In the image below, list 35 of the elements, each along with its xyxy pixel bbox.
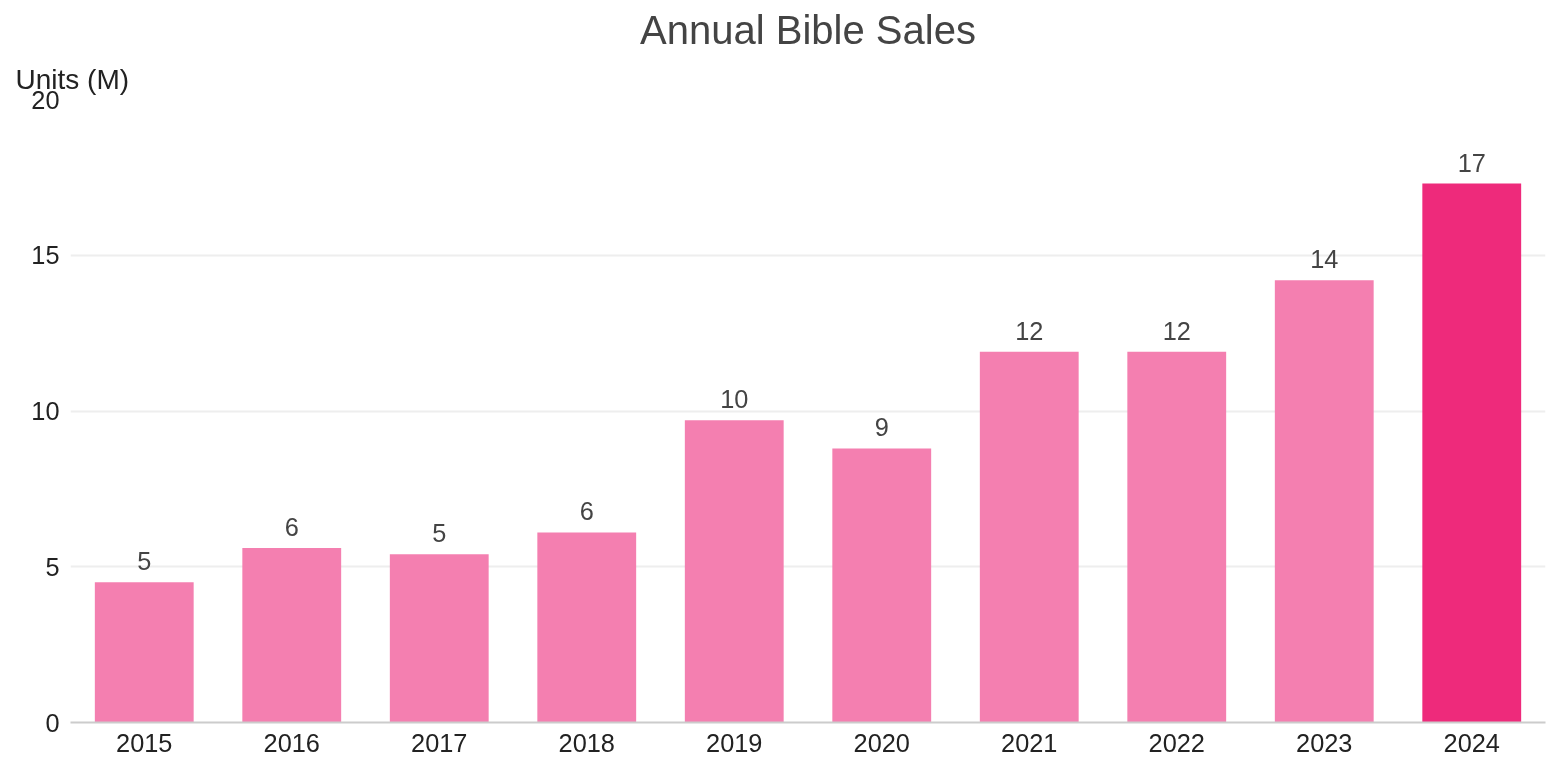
y-tick-label: 5 [45, 552, 60, 581]
bar [684, 420, 784, 723]
data-label: 10 [720, 385, 749, 414]
bar [1274, 280, 1374, 723]
bar [94, 582, 194, 723]
x-tick-label: 2019 [706, 728, 763, 757]
x-tick-label: 2024 [1443, 728, 1500, 757]
x-tick-label: 2020 [853, 728, 910, 757]
x-tick-label: 2023 [1296, 728, 1353, 757]
bar [979, 351, 1079, 723]
x-tick-label: 2018 [558, 728, 615, 757]
data-label: 12 [1162, 316, 1191, 345]
bar [389, 554, 489, 723]
data-label: 5 [432, 519, 447, 548]
data-label: 14 [1310, 245, 1339, 274]
data-label: 9 [874, 413, 889, 442]
x-tick-label: 2016 [263, 728, 320, 757]
y-tick-label: 0 [45, 708, 60, 737]
x-tick-label: 2022 [1148, 728, 1205, 757]
bar [537, 532, 637, 723]
bar [242, 548, 342, 723]
data-label: 12 [1015, 316, 1044, 345]
bar [1127, 351, 1227, 723]
bar [1422, 183, 1522, 723]
x-tick-label: 2017 [411, 728, 468, 757]
data-label: 17 [1457, 148, 1486, 177]
chart-title: Annual Bible Sales [640, 7, 976, 52]
x-tick-label: 2015 [116, 728, 173, 757]
bar [832, 448, 932, 723]
y-tick-label: 10 [31, 397, 60, 425]
data-label: 6 [579, 497, 594, 526]
data-label: 5 [137, 547, 152, 576]
x-tick-label: 2021 [1001, 728, 1058, 757]
y-tick-label: 15 [31, 241, 60, 270]
data-label: 6 [284, 513, 299, 542]
